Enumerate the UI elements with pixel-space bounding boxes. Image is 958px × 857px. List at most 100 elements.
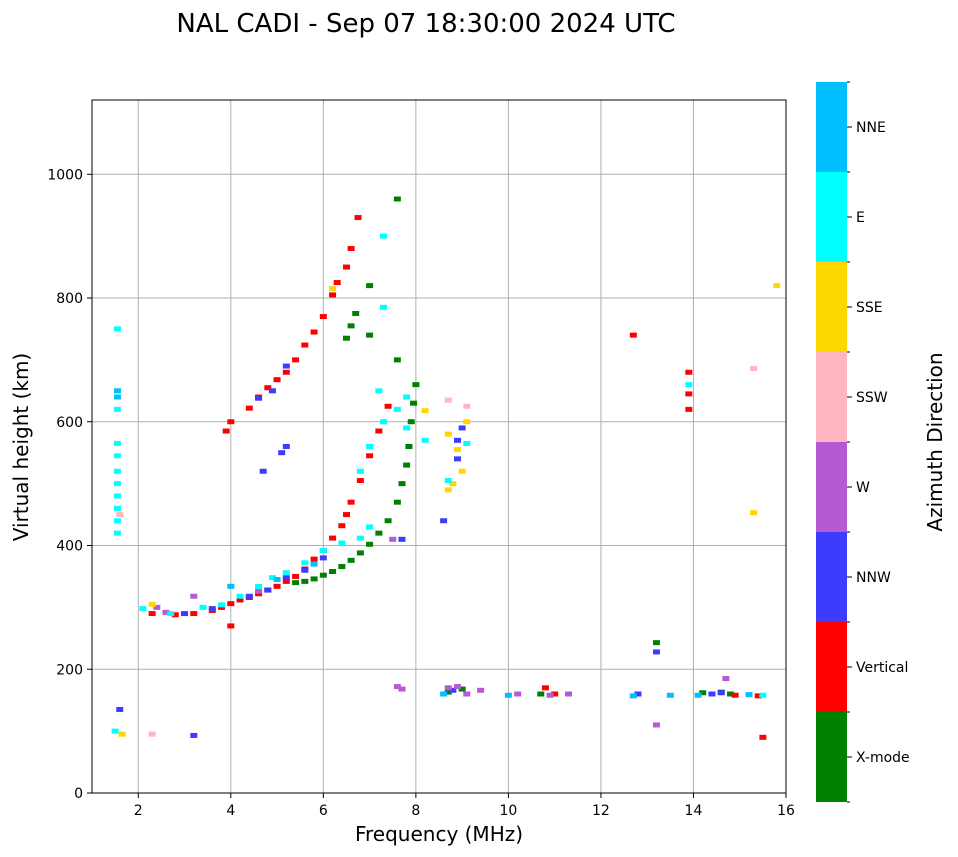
point-sse <box>458 468 466 474</box>
point-x-mode <box>407 419 415 425</box>
point-e <box>393 406 401 412</box>
colorbar-swatch <box>816 442 847 532</box>
point-e <box>199 604 207 610</box>
y-axis-label: Virtual height (km) <box>9 353 33 542</box>
y-tick-label: 1000 <box>47 167 83 183</box>
point-w <box>190 593 198 599</box>
point-e <box>113 326 121 332</box>
point-w <box>444 685 452 691</box>
point-nnw <box>319 555 327 561</box>
point-nne <box>113 388 121 394</box>
point-vertical <box>329 292 337 298</box>
point-vertical <box>685 406 693 412</box>
point-vertical <box>338 523 346 529</box>
point-vertical <box>629 332 637 338</box>
point-vertical <box>171 612 179 618</box>
y-tick-label: 200 <box>56 662 83 678</box>
point-nnw <box>398 536 406 542</box>
y-tick-label: 800 <box>56 291 83 307</box>
colorbar-swatch <box>816 82 847 172</box>
point-nnw <box>454 456 462 462</box>
point-e <box>366 524 374 530</box>
x-axis-ticks: 2 4 6 8 10 12 14 16 <box>134 793 795 819</box>
point-nnw <box>116 706 124 712</box>
point-w <box>393 684 401 690</box>
point-x-mode <box>338 564 346 570</box>
point-x-mode <box>319 572 327 578</box>
point-w <box>454 684 462 690</box>
colorbar-category-label: SSW <box>856 390 888 406</box>
point-w <box>546 692 554 698</box>
point-nne <box>273 577 281 583</box>
point-vertical <box>333 280 341 286</box>
point-vertical <box>342 512 350 518</box>
point-nne <box>440 691 448 697</box>
colorbar-swatch <box>816 622 847 712</box>
point-e <box>139 606 147 612</box>
point-e <box>113 518 121 524</box>
point-nnw <box>458 425 466 431</box>
x-tick-label: 8 <box>411 803 420 819</box>
point-nnw <box>278 450 286 456</box>
point-vertical <box>227 601 235 607</box>
point-e <box>218 602 226 608</box>
colorbar-swatch <box>816 532 847 622</box>
y-tick-label: 600 <box>56 415 83 431</box>
point-vertical <box>292 357 300 363</box>
x-tick-label: 4 <box>226 803 235 819</box>
point-x-mode <box>393 357 401 363</box>
point-vertical <box>310 556 318 562</box>
colorbar-category-label: E <box>856 210 865 226</box>
point-sse <box>421 408 429 414</box>
point-vertical <box>759 734 767 740</box>
point-nne <box>310 561 318 567</box>
y-tick-label: 400 <box>56 539 83 555</box>
x-tick-label: 10 <box>499 803 517 819</box>
point-vertical <box>301 342 309 348</box>
x-tick-label: 6 <box>319 803 328 819</box>
point-e <box>356 535 364 541</box>
point-nnw <box>652 649 660 655</box>
point-e <box>268 575 276 581</box>
point-w <box>652 722 660 728</box>
point-vertical <box>366 453 374 459</box>
point-w <box>514 691 522 697</box>
colorbar-category-label: Vertical <box>856 660 908 676</box>
point-vertical <box>384 403 392 409</box>
point-e <box>111 728 119 734</box>
point-nnw <box>301 567 309 573</box>
plot-frame <box>91 99 787 794</box>
point-nnw <box>264 587 272 593</box>
point-x-mode <box>366 541 374 547</box>
point-x-mode <box>384 518 392 524</box>
point-x-mode <box>347 557 355 563</box>
point-nne <box>504 692 512 698</box>
point-x-mode <box>458 686 466 692</box>
point-e <box>403 425 411 431</box>
point-vertical <box>190 611 198 617</box>
point-x-mode <box>292 580 300 586</box>
point-nne <box>745 692 753 698</box>
point-sse <box>444 431 452 437</box>
point-e <box>379 304 387 310</box>
point-ssw <box>116 512 124 518</box>
point-x-mode <box>393 499 401 505</box>
y-tick-label: 0 <box>74 786 83 802</box>
point-sse <box>454 447 462 453</box>
point-e <box>167 611 175 617</box>
point-sse <box>148 601 156 607</box>
point-e <box>444 478 452 484</box>
point-vertical <box>731 692 739 698</box>
point-vertical <box>236 597 244 603</box>
point-x-mode <box>329 568 337 574</box>
point-e <box>113 505 121 511</box>
point-e <box>421 437 429 443</box>
point-nnw <box>454 437 462 443</box>
point-e <box>366 444 374 449</box>
point-e <box>113 468 121 474</box>
point-e <box>685 382 693 388</box>
point-x-mode <box>342 335 350 341</box>
point-nne <box>113 394 121 400</box>
point-vertical <box>148 611 156 617</box>
point-sse <box>118 731 126 737</box>
